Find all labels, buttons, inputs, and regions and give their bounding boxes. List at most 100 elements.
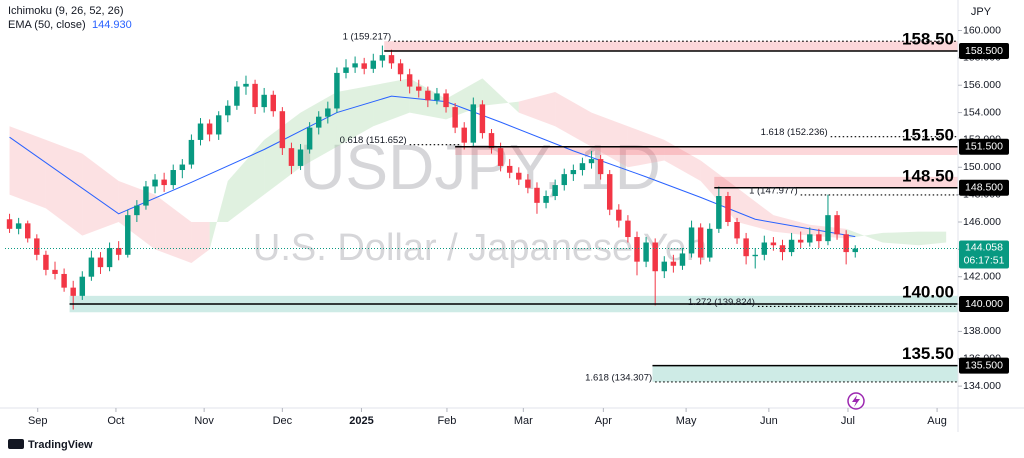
candle-body (734, 221, 740, 239)
fib-label: 1 (159.217) (343, 32, 392, 43)
candle-body (152, 179, 158, 187)
x-tick-label: Dec (273, 415, 293, 427)
y-tick-label: 146.000 (963, 216, 1001, 228)
level-zone (384, 41, 958, 52)
candle-body (652, 242, 658, 272)
candle-body (43, 254, 49, 270)
logo-icon (8, 439, 24, 449)
cloud-segment (664, 139, 701, 181)
candle-body (479, 104, 486, 134)
candle-body (852, 248, 858, 253)
candle-body (106, 247, 113, 268)
candle-body (88, 257, 95, 277)
x-tick-label: Mar (514, 415, 533, 427)
candle-body (534, 187, 540, 203)
candle-body (497, 148, 504, 166)
last-price: 144.058 (965, 241, 1003, 253)
candle-body (570, 170, 577, 175)
y-tick-label: 160.000 (963, 24, 1001, 36)
candle-body (79, 276, 86, 296)
candle-body (325, 108, 331, 117)
candle-body (179, 164, 186, 171)
level-tag-box (959, 179, 1009, 196)
candle-body (743, 238, 749, 257)
candle-body (379, 55, 386, 61)
level-zone (652, 365, 958, 382)
candle-body (688, 227, 695, 254)
level-tag-box (959, 138, 1009, 155)
x-tick-label: May (676, 415, 697, 427)
candle-body (261, 94, 267, 108)
candle-body (34, 238, 40, 255)
candle-body (288, 148, 295, 166)
x-tick-label: Jul (841, 415, 855, 427)
candle-body (825, 215, 831, 242)
fib-label: 1.618 (152.236) (761, 127, 828, 138)
candle-body (561, 174, 567, 186)
candle-body (143, 186, 149, 206)
candle-body (797, 239, 804, 243)
ema-value: 144.930 (92, 19, 132, 31)
candle-body (616, 209, 622, 221)
candle-body (225, 105, 231, 116)
candle-body (425, 90, 431, 101)
level-tag: 158.500 (965, 45, 1003, 57)
cloud-segment (227, 139, 265, 222)
y-tick-label: 150.000 (963, 161, 1001, 173)
alert-icon[interactable] (847, 392, 865, 410)
candle-body (752, 254, 758, 257)
cloud-segment (9, 126, 46, 209)
cloud-segment (336, 85, 374, 147)
candle-body (643, 242, 649, 262)
alert-circle[interactable] (847, 392, 865, 410)
candle-body (434, 93, 440, 101)
candle-body (443, 93, 449, 108)
level-tag-box (959, 43, 1009, 60)
alert-bolt[interactable] (852, 395, 860, 407)
level-label: 140.00 (902, 283, 954, 302)
candle-body (25, 223, 31, 239)
candle-body (52, 269, 58, 274)
level-label: 148.50 (902, 166, 954, 185)
cloud-segment (518, 92, 556, 127)
level-tag: 151.500 (965, 141, 1003, 153)
candle-body (525, 179, 531, 188)
y-tick-label: 134.000 (963, 380, 1001, 392)
candle-body (115, 247, 122, 255)
level-label: 135.50 (902, 344, 954, 363)
cloud-segment (373, 78, 410, 127)
candle-body (406, 74, 413, 87)
cloud-segment (155, 194, 192, 264)
candle-body (552, 185, 558, 197)
candle-body (506, 165, 513, 173)
last-price-box (959, 240, 1009, 269)
candle-body (6, 219, 13, 229)
level-zone (714, 176, 958, 188)
indicator-label: Ichimoku (9, 26, 52, 26) (8, 5, 124, 17)
candle-body (370, 60, 377, 69)
fib-label: 0.618 (151.652) (340, 135, 407, 146)
candle-body (215, 115, 222, 135)
countdown: 06:17:51 (964, 254, 1005, 266)
level-tag: 135.500 (965, 359, 1003, 371)
candle-body (170, 170, 176, 186)
plot: 158.50 151.50 148.50 140.00 135.50 1 (159.217… (5, 30, 958, 383)
x-tick-label: Feb (437, 415, 456, 427)
brand: TradingView (28, 439, 93, 451)
candle-body (161, 179, 167, 186)
level-label: 158.50 (902, 30, 954, 49)
level-tag: 148.500 (965, 182, 1003, 194)
fib-label: 1.618 (134.307) (585, 372, 652, 383)
candle-body (679, 253, 686, 266)
ema-legend: EMA (50, close) (8, 19, 86, 31)
candle-body (670, 261, 677, 266)
cloud-segment (882, 231, 919, 246)
candle-body (707, 228, 713, 258)
candle-body (661, 261, 668, 272)
cloud-segment (918, 231, 947, 246)
candle-body (470, 104, 477, 143)
level-zone (455, 146, 958, 155)
candle-body (70, 287, 76, 296)
candle-body (770, 242, 777, 246)
x-tick-label: Aug (927, 415, 947, 427)
